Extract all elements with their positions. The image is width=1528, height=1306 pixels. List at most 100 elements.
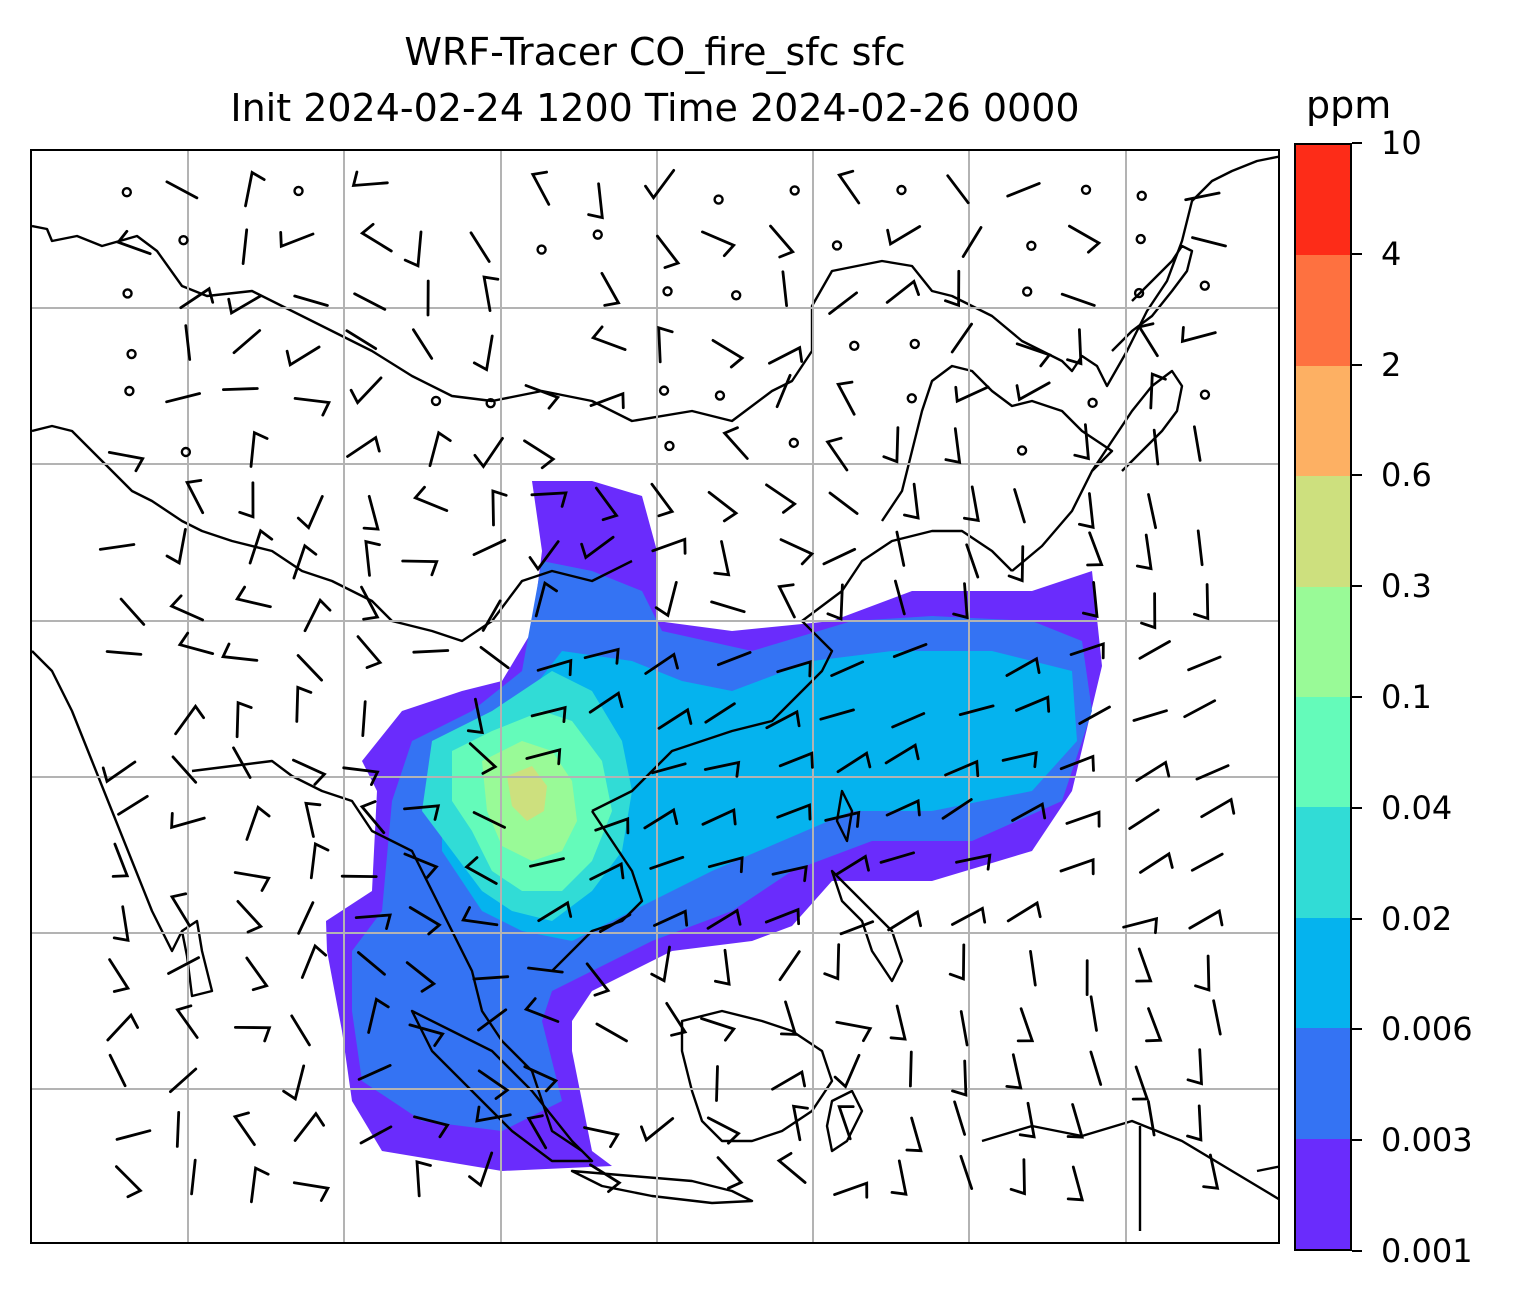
calm-circle [485,397,496,409]
wind-barb [428,430,452,468]
wind-barb [1135,533,1153,571]
wind-barb [890,1159,908,1196]
wind-barb [528,540,560,572]
wind-barb [232,746,252,779]
wind-barb [1066,328,1083,366]
wind-barb [941,798,973,820]
title-line-2: Init 2024-02-24 1200 Time 2024-02-26 000… [230,86,1080,130]
calm-circle [906,393,917,404]
wind-barb [1018,1101,1036,1139]
wind-barb [524,384,561,410]
wind-barb [98,543,136,551]
wind-barb [171,755,198,784]
wind-barb [830,660,865,677]
wind-barb [837,169,861,205]
wind-barb [1184,191,1221,202]
wind-barb [951,1059,968,1097]
wind-barb [1122,916,1159,935]
wind-barb [293,1111,325,1142]
wind-barb [354,913,392,930]
wind-barb [885,279,920,304]
colorbar-segment [1296,255,1350,366]
wind-barb [828,491,859,515]
wind-barb [903,482,920,520]
wind-barb [885,798,921,817]
coast-india [32,650,214,998]
wind-barb [779,538,815,566]
wind-barb [292,758,327,786]
wind-barb [764,907,800,926]
wind-barb [954,385,990,404]
wind-barb [523,1065,559,1093]
wind-barb [107,451,145,473]
wind-barb [1007,545,1025,583]
colorbar-tick [1352,696,1362,698]
colorbar-segment [1296,1028,1350,1139]
wind-barb [472,538,507,556]
wind-barb [309,841,330,880]
wind-barb [944,427,962,465]
wind-barb [771,865,808,883]
colorbar-tick [1352,585,1362,588]
wind-barb [776,1152,807,1184]
wind-barb [711,339,745,369]
wind-barb [536,658,573,677]
wind-barb [879,851,915,864]
colorbar-tick [1352,252,1362,255]
coast-philippines [830,869,904,983]
wind-barb [111,842,130,878]
wind-barb [403,230,423,268]
wind-barb [778,950,801,982]
wind-barb [115,1129,152,1141]
wind-barb [362,494,380,531]
wind-barb [1212,999,1222,1036]
colorbar-segment [1296,1138,1350,1249]
wind-barb [236,900,264,934]
wind-barb [357,1064,392,1081]
wind-barb [165,528,187,566]
calm-circle [831,240,843,251]
wind-barb [599,913,632,933]
wind-barb [589,1163,622,1193]
wind-barb [169,1067,198,1094]
wind-barb [839,920,875,936]
wind-barb [169,892,191,928]
wind-barb [359,800,386,835]
wind-barb [179,286,215,310]
colorbar-tick-label: 2 [1381,345,1402,384]
wind-barb [703,760,741,778]
wind-barb [1005,656,1041,677]
wind-barb [1152,428,1160,466]
wind-barb [953,1100,966,1136]
wind-barb [250,1165,270,1204]
wind-barb [1128,808,1160,830]
colorbar-tick-label: 0.001 [1381,1232,1473,1270]
calm-circle [789,185,800,196]
calm-circle [662,286,673,297]
title-line-1: WRF-Tracer CO_fire_sfc sfc [404,30,906,74]
wind-barb [296,654,323,682]
calm-circle [430,395,442,407]
colorbar-segment [1296,144,1350,256]
colorbar-tick-label: 0.006 [1381,1010,1473,1049]
wind-barb [523,997,560,1023]
wind-barb [1066,1165,1085,1202]
wind-barb [534,580,558,618]
wind-barb [412,485,449,512]
coast-himalaya [32,424,633,643]
wind-barb [233,871,271,892]
wind-barb [944,269,961,308]
colorbar-tick-label: 0.3 [1381,567,1432,606]
wind-barb [235,700,253,739]
wind-barb [958,704,995,716]
wind-barb [1015,381,1051,402]
wind-barb [822,547,857,566]
wind-barb [884,742,920,765]
wind-barb [1001,750,1038,769]
wind-barb [234,585,272,609]
wind-barb [587,182,604,220]
wind-barb [963,485,980,523]
coast-indochina [591,529,1013,813]
wind-barb [477,1069,510,1100]
wind-barb [589,861,625,881]
